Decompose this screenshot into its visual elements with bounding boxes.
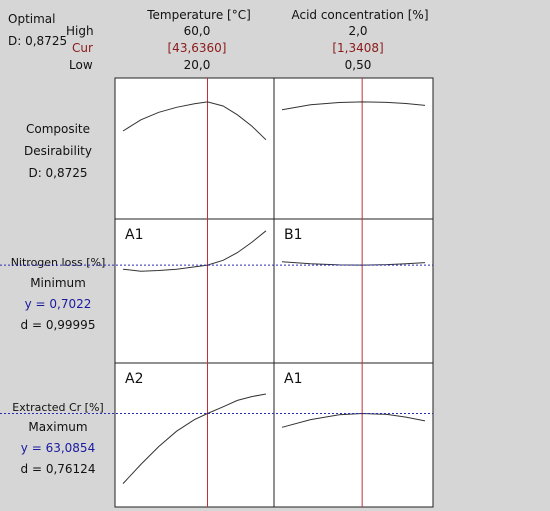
factor-name-acid: Acid concentration [%]: [291, 8, 429, 22]
response-d-nitrogen: d = 0,99995: [20, 318, 96, 332]
factor-cur-acid: [1,3408]: [332, 41, 384, 55]
row-label-low: Low: [69, 58, 93, 72]
curve-r0-c1: [281, 101, 426, 111]
factor-name-temperature: Temperature [°C]: [147, 8, 251, 22]
curve-r1-c1: [281, 261, 426, 266]
panel-r0-c1: [273, 77, 434, 220]
factor-low-acid: 0,50: [344, 58, 372, 72]
curve-r2-c1: [281, 412, 426, 428]
response-goal-nitrogen: Minimum: [30, 276, 86, 290]
row-label-high: High: [66, 24, 94, 38]
optimal-title: Optimal: [8, 12, 56, 26]
panel-tag-r1-c0: A1: [125, 227, 143, 243]
response-name-nitrogen: Nitrogen loss [%]: [10, 256, 106, 269]
optimal-d-value: D: 0,8725: [8, 34, 68, 48]
panel-r1-c1: [273, 218, 434, 364]
curve-r1-c0: [122, 230, 267, 272]
factor-cur-temperature: [43,6360]: [167, 41, 227, 55]
panel-r2-c0: [114, 362, 275, 508]
panel-r1-c0: [114, 218, 275, 364]
composite-label-2: Desirability: [24, 144, 92, 158]
panel-tag-r1-c1: B1: [284, 227, 303, 243]
response-goal-cr: Maximum: [28, 420, 88, 434]
panel-tag-r2-c1: A1: [284, 371, 302, 387]
panel-r2-c1: [273, 362, 434, 508]
factor-high-acid: 2,0: [348, 24, 368, 38]
curve-r0-c0: [122, 101, 267, 141]
panel-tag-r2-c0: A2: [125, 371, 143, 387]
response-y-nitrogen: y = 0,7022: [24, 297, 92, 311]
response-name-cr: Extracted Cr [%]: [12, 401, 104, 414]
factor-low-temperature: 20,0: [183, 58, 211, 72]
response-y-cr: y = 63,0854: [20, 441, 96, 455]
curve-r2-c0: [122, 393, 267, 484]
factor-high-temperature: 60,0: [183, 24, 211, 38]
row-label-cur: Cur: [72, 41, 93, 55]
composite-label-1: Composite: [25, 122, 91, 136]
response-d-cr: d = 0,76124: [20, 462, 96, 476]
panel-r0-c0: [114, 77, 275, 220]
composite-d-value: D: 0,8725: [28, 166, 88, 180]
